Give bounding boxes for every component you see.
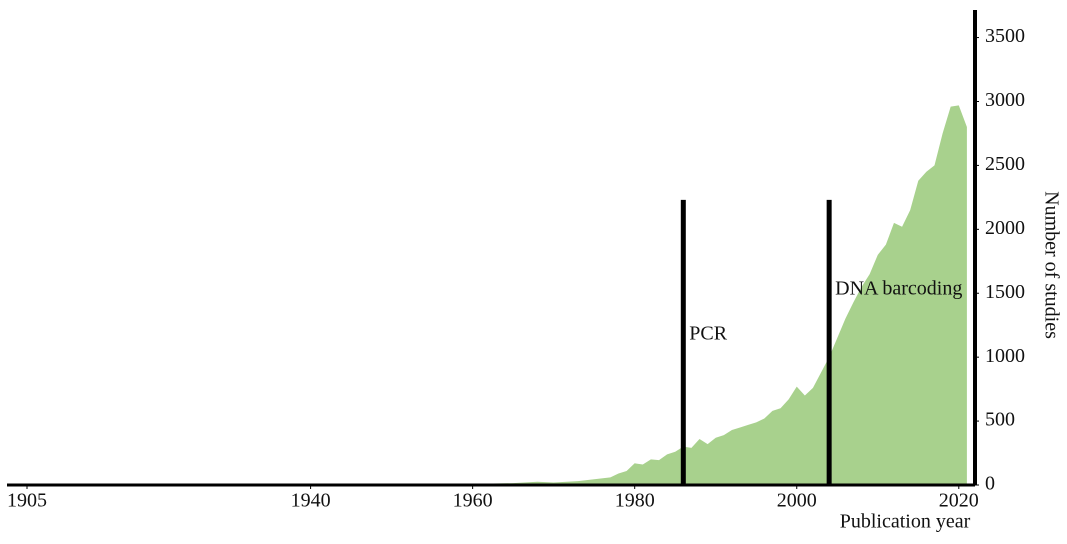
x-tick-label: 1980 (615, 490, 655, 512)
y-tick-label: 500 (985, 409, 1015, 431)
area (27, 105, 967, 485)
y-tick-label: 2000 (985, 217, 1025, 239)
x-tick-label: 1940 (291, 490, 331, 512)
y-tick-label: 0 (985, 473, 995, 495)
x-tick-label: 1960 (453, 490, 493, 512)
event-label: PCR (689, 323, 727, 345)
event-label: DNA barcoding (835, 278, 962, 300)
x-tick-label: 2020 (939, 490, 979, 512)
y-tick-label: 1000 (985, 345, 1025, 367)
y-tick-label: 3000 (985, 89, 1025, 111)
y-axis-label: Number of studies (1040, 191, 1062, 339)
y-tick-label: 2500 (985, 153, 1025, 175)
x-tick-label: 1905 (7, 490, 47, 512)
y-tick-label: 1500 (985, 281, 1025, 303)
y-tick-label: 3500 (985, 25, 1025, 47)
x-tick-label: 2000 (777, 490, 817, 512)
x-axis-label: Publication year (840, 511, 971, 533)
